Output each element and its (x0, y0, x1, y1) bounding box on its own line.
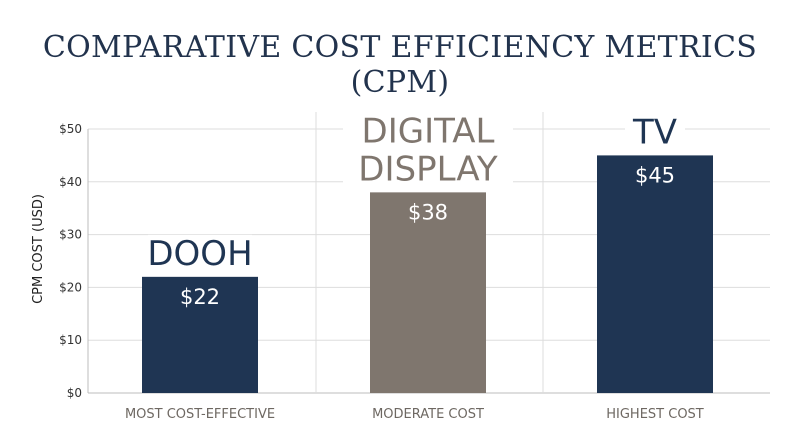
y-tick-label: $40 (59, 175, 82, 189)
bar-2 (597, 155, 713, 393)
y-tick-label: $50 (59, 122, 82, 136)
bar-1 (370, 192, 486, 393)
y-tick-label: $0 (67, 386, 82, 400)
category-title: DOOH (147, 234, 252, 274)
data-label: $22 (180, 285, 220, 309)
y-tick-label: $30 (59, 228, 82, 242)
category-title: DISPLAY (358, 149, 498, 189)
category-sublabel: MOST COST-EFFECTIVE (125, 407, 275, 422)
data-label: $38 (408, 200, 448, 224)
y-tick-label: $20 (59, 280, 82, 294)
y-axis-label: CPM COST (USD) (31, 194, 46, 304)
category-title-bg (625, 113, 685, 150)
chart-title: COMPARATIVE COST EFFICIENCY METRICS (CPM… (42, 30, 758, 100)
category-title: TV (632, 112, 677, 152)
category-sublabel: HIGHEST COST (606, 407, 704, 422)
bar-0 (142, 276, 258, 393)
category-sublabel: MODERATE COST (372, 407, 484, 422)
category-title-bg (148, 234, 252, 271)
category-title: DIGITAL (362, 111, 495, 151)
category-title-bg (343, 150, 513, 187)
category-title-bg (343, 112, 513, 149)
data-label: $45 (635, 163, 675, 187)
y-tick-label: $10 (59, 333, 82, 347)
